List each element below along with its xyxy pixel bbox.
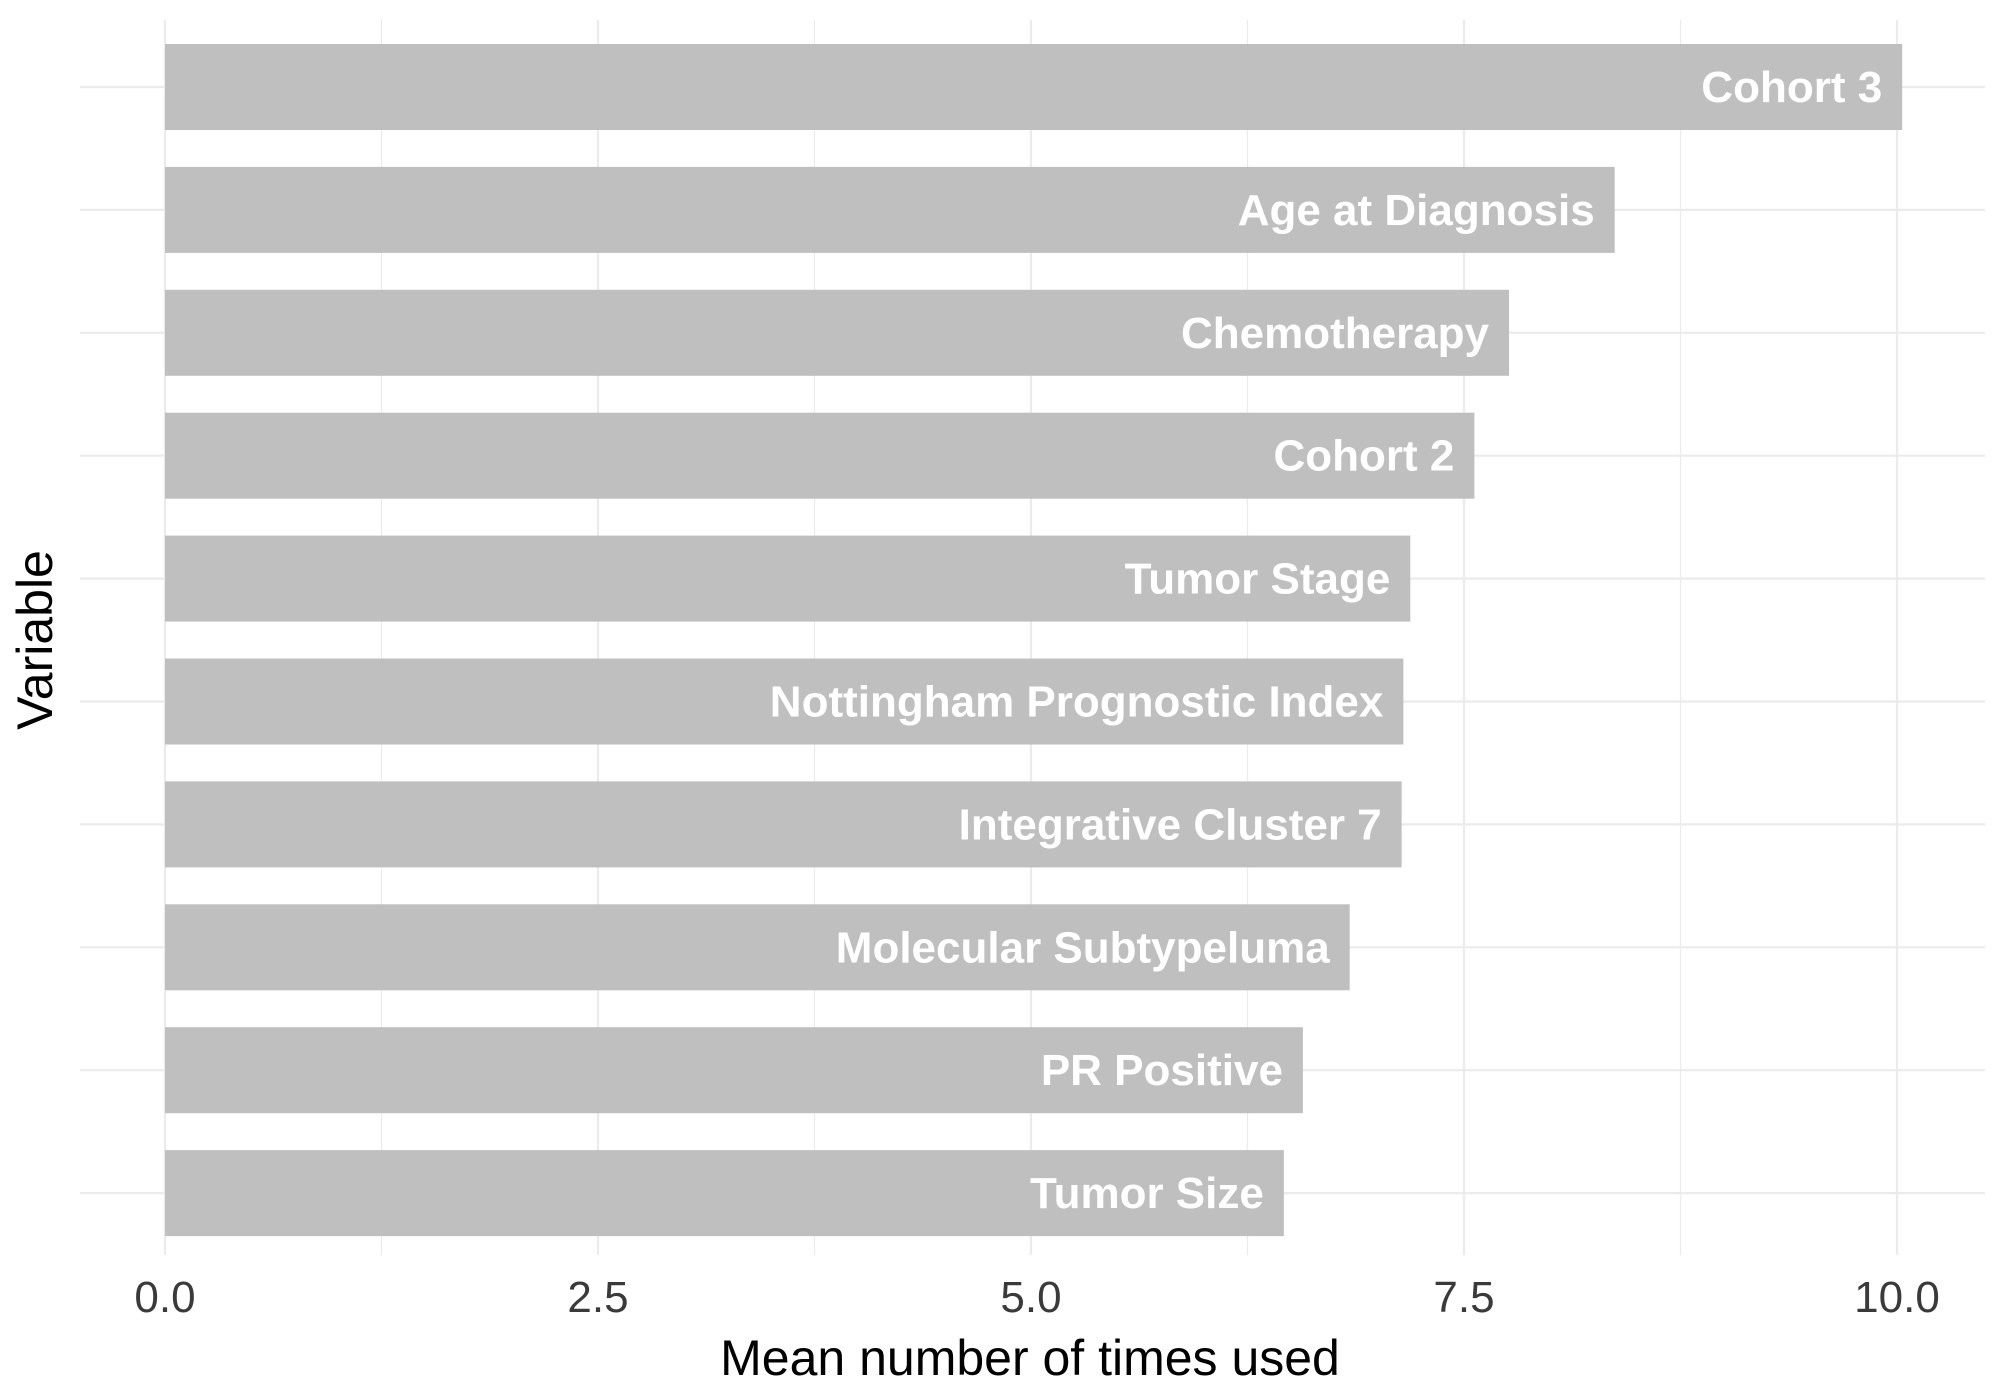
x-tick-label: 2.5 bbox=[567, 1273, 628, 1322]
bar bbox=[165, 781, 1402, 868]
x-axis-title: Mean number of times used bbox=[720, 1330, 1340, 1386]
bar-label: Tumor Stage bbox=[1125, 555, 1391, 604]
bar bbox=[165, 658, 1404, 745]
x-tick-label: 10.0 bbox=[1854, 1273, 1940, 1322]
x-tick-label: 5.0 bbox=[1000, 1273, 1061, 1322]
bars bbox=[165, 44, 1903, 1237]
bar bbox=[165, 412, 1475, 499]
bar bbox=[165, 166, 1615, 253]
bar-label: Molecular Subtypeluma bbox=[836, 923, 1330, 972]
bar-label: Tumor Size bbox=[1030, 1169, 1264, 1218]
bar-label: Nottingham Prognostic Index bbox=[770, 678, 1384, 727]
bar bbox=[165, 904, 1350, 991]
bar bbox=[165, 1027, 1303, 1114]
x-axis-ticks: 0.0 2.5 5.0 7.5 10.0 bbox=[134, 1273, 1939, 1322]
bar-label: Cohort 2 bbox=[1274, 432, 1455, 481]
x-tick-label: 0.0 bbox=[134, 1273, 195, 1322]
bar-label: Chemotherapy bbox=[1181, 309, 1490, 358]
bar bbox=[165, 535, 1411, 622]
y-axis-title: Variable bbox=[7, 550, 63, 730]
bar-label: Cohort 3 bbox=[1701, 63, 1882, 112]
bar-labels: Cohort 3 Age at Diagnosis Chemotherapy Coho… bbox=[770, 63, 1882, 1218]
bar bbox=[165, 289, 1510, 376]
bar bbox=[165, 1150, 1284, 1237]
x-tick-label: 7.5 bbox=[1433, 1273, 1494, 1322]
bar bbox=[165, 44, 1903, 130]
bar-label: Age at Diagnosis bbox=[1238, 186, 1595, 235]
bar-label: PR Positive bbox=[1041, 1046, 1283, 1095]
bar-label: Integrative Cluster 7 bbox=[959, 800, 1382, 849]
